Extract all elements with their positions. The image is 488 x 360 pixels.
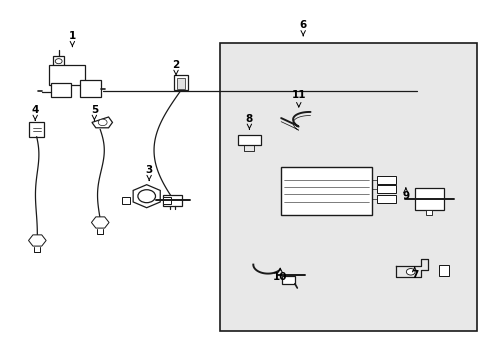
- Bar: [282, 276, 294, 284]
- Text: 10: 10: [272, 268, 287, 282]
- Polygon shape: [91, 217, 109, 228]
- Bar: [414, 188, 443, 210]
- Text: 6: 6: [299, 20, 306, 36]
- Bar: [163, 195, 182, 206]
- Text: 8: 8: [245, 114, 252, 129]
- Bar: [80, 80, 101, 97]
- Polygon shape: [28, 235, 46, 246]
- Bar: [49, 65, 84, 85]
- Bar: [53, 56, 64, 67]
- Bar: [29, 122, 44, 137]
- Circle shape: [98, 119, 107, 126]
- Circle shape: [406, 269, 414, 275]
- Text: 2: 2: [172, 60, 179, 75]
- Bar: [376, 195, 396, 203]
- Bar: [122, 197, 130, 204]
- Text: 7: 7: [410, 267, 418, 280]
- Text: 4: 4: [31, 105, 39, 120]
- Text: 9: 9: [402, 188, 408, 201]
- Text: 11: 11: [291, 90, 305, 107]
- Bar: [376, 185, 396, 193]
- Bar: [237, 135, 261, 145]
- Bar: [376, 176, 396, 184]
- Polygon shape: [133, 185, 160, 208]
- Polygon shape: [92, 117, 112, 128]
- Circle shape: [138, 190, 155, 203]
- Bar: [163, 197, 171, 204]
- Circle shape: [55, 59, 62, 64]
- Bar: [176, 78, 185, 89]
- Bar: [426, 210, 431, 215]
- Bar: [51, 83, 71, 97]
- Text: 1: 1: [69, 31, 76, 46]
- Bar: [220, 43, 476, 331]
- Bar: [438, 265, 448, 276]
- Bar: [281, 166, 371, 215]
- Text: 5: 5: [91, 105, 98, 120]
- Bar: [174, 75, 187, 90]
- Text: 3: 3: [145, 165, 152, 180]
